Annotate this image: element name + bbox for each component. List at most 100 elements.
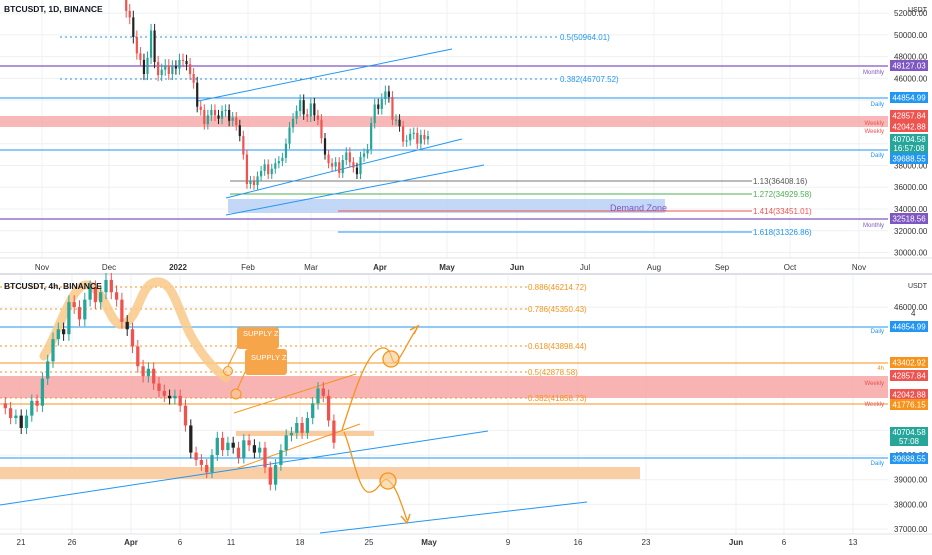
daily-candle-body — [135, 37, 138, 54]
daily-candle-body — [401, 126, 405, 142]
4h-trendline-2 — [319, 501, 588, 534]
4h-candle-body — [77, 307, 82, 320]
daily-badge-42857: 42857.84 — [892, 112, 926, 121]
4h-candle-body — [210, 455, 214, 473]
4h-candle-body — [284, 435, 288, 451]
4h-candle-body — [226, 442, 230, 451]
daily-candle-body — [128, 10, 131, 18]
daily-time-tick: Jul — [580, 263, 590, 272]
4h-candle-body — [268, 467, 272, 485]
4h-candle-body — [231, 442, 235, 448]
4h-time-tick: May — [421, 538, 437, 547]
daily-note-daily-lower: Daily — [871, 153, 884, 159]
daily-candle-body — [345, 152, 348, 161]
daily-candle-body — [313, 103, 316, 116]
4h-candle-body — [311, 403, 315, 419]
4h-time-tick: 25 — [365, 538, 374, 547]
4h-price-tick: 37000.00 — [894, 525, 928, 534]
4h-candle-body — [183, 405, 188, 426]
daily-candle-body — [323, 138, 327, 155]
4h-target-circle-down — [379, 472, 397, 490]
4h-time-axis: 21 26 Apr 6 11 18 25 May 9 16 23 Jun 6 13 — [17, 538, 858, 547]
4h-candle-body — [157, 383, 161, 391]
4h-candle-body — [273, 464, 278, 485]
daily-candle-body — [377, 104, 380, 109]
4h-candle-body — [279, 450, 283, 465]
4h-fib-label-05: 0.5(42878.58) — [528, 368, 578, 377]
daily-candle-body — [384, 91, 387, 100]
daily-time-tick: Aug — [647, 263, 661, 272]
4h-candle-body — [199, 460, 204, 465]
daily-currency-label: USDT — [908, 7, 928, 14]
4h-candle-body — [220, 437, 225, 451]
daily-fib-label-1618: 1.618(31326.86) — [753, 228, 812, 237]
daily-candle-body — [213, 109, 217, 116]
4h-badge-42042: 42042.88 — [892, 391, 926, 400]
daily-candle-body — [316, 115, 320, 120]
4h-highlight-path — [39, 277, 231, 383]
4h-support-zone — [0, 467, 640, 479]
4h-candle-body — [289, 432, 294, 436]
daily-candle-body — [132, 17, 135, 38]
daily-candle-body — [352, 162, 355, 168]
4h-note-weekly-1: Weekly — [864, 381, 884, 387]
daily-time-axis: Nov Dec 2022 Feb Mar Apr May Jun Jul Aug Sep Oct Nov — [35, 263, 866, 272]
4h-candle-body — [8, 408, 13, 419]
daily-note-monthly-lower: Monthly — [863, 223, 884, 229]
4h-candle-body — [30, 400, 34, 416]
daily-candle-body — [178, 59, 181, 69]
4h-badge-last-price: 40704.58 — [892, 428, 926, 437]
daily-candle-body — [419, 134, 422, 144]
daily-candle-body — [423, 134, 426, 140]
daily-price-tick: 34000.00 — [894, 205, 928, 214]
4h-candle-body — [215, 437, 219, 456]
daily-candle-body — [412, 132, 415, 134]
4h-candle-body — [88, 287, 92, 300]
4h-candle-body — [24, 415, 29, 428]
daily-candle-body — [228, 109, 231, 121]
4h-supply-callout-1 — [237, 327, 279, 349]
4h-badge-42857: 42857.84 — [892, 372, 926, 381]
daily-candle-body — [426, 136, 430, 140]
daily-demand-zone — [228, 199, 665, 213]
4h-badge-41776: 41776.15 — [892, 401, 926, 410]
4h-candle-body — [321, 388, 325, 396]
daily-badge-countdown: 16:57:08 — [893, 144, 925, 153]
daily-candle-body — [391, 96, 394, 120]
4h-rising-orange-2 — [237, 423, 361, 469]
4h-candle-body — [173, 395, 177, 399]
daily-candle-body — [348, 152, 351, 163]
4h-candle-body — [316, 388, 320, 404]
4h-time-tick: 18 — [296, 538, 305, 547]
daily-channel-upper — [197, 48, 453, 102]
daily-note-weekly-1: Weekly — [864, 121, 884, 127]
4h-candle-body — [51, 339, 55, 362]
daily-time-tick: Mar — [304, 263, 318, 272]
daily-badge-44854: 44854.99 — [892, 94, 926, 103]
daily-price-badges: 48127.03 44854.99 42857.84 42042.88 4070… — [890, 60, 928, 224]
daily-demand-zone-label: Demand Zone — [610, 203, 667, 213]
4h-target-circle-up — [382, 350, 400, 368]
daily-candle-body — [146, 57, 149, 75]
4h-fib-label-0382: 0.382(41858.73) — [528, 394, 587, 403]
daily-candle-body — [231, 117, 234, 121]
4h-price-tick: 38000.00 — [894, 500, 928, 509]
daily-candle-body — [277, 161, 280, 164]
daily-candle-body — [338, 162, 341, 174]
daily-candle-body — [160, 69, 163, 76]
daily-price-tick: 48000.00 — [894, 53, 928, 62]
4h-time-tick: 16 — [574, 538, 583, 547]
daily-candle-body — [157, 62, 160, 76]
daily-candle-body — [196, 82, 199, 107]
4h-candle-body — [252, 445, 257, 453]
4h-price-tick-partial: 4 — [911, 309, 916, 318]
4h-candle-body — [332, 420, 336, 443]
daily-time-tick: Jun — [510, 263, 524, 272]
4h-candle-body — [104, 279, 108, 293]
4h-time-tick: Jun — [729, 538, 743, 547]
4h-candle-body — [109, 279, 113, 293]
daily-candle-body — [235, 117, 238, 126]
daily-candle-body — [394, 119, 398, 121]
4h-note-4h: 4h — [877, 366, 884, 372]
